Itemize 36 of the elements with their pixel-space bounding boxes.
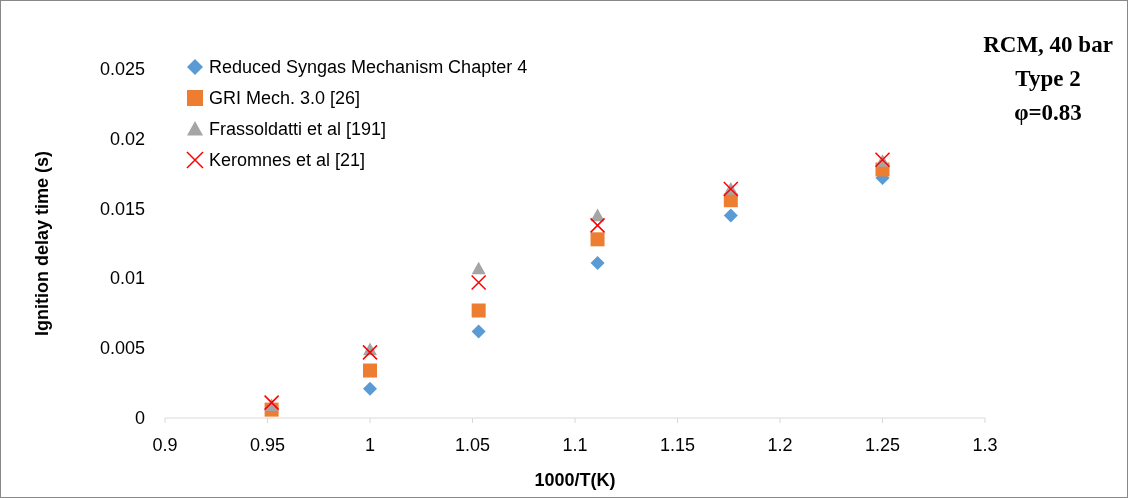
x-tick-label: 1.05 [454, 435, 491, 455]
point [590, 232, 605, 247]
point [363, 363, 377, 378]
x-tick-label: 1.2 [767, 435, 793, 455]
y-tick-label: 0 [134, 408, 145, 428]
text: RCM, 40 bar [983, 32, 1113, 57]
point [589, 217, 606, 234]
x-tick-label: 1.3 [972, 435, 998, 455]
x-tick-label: 0.95 [249, 435, 286, 455]
point [723, 208, 738, 223]
point [471, 324, 486, 339]
y-tick-label: 0.015 [99, 198, 145, 219]
point [590, 256, 605, 271]
point [471, 303, 486, 318]
x-tick-label: 1.1 [562, 435, 588, 455]
point [363, 381, 377, 396]
x-axis-title: 1000/T(K) [534, 470, 616, 490]
legend-label: Frassoldatti et al [191] [209, 119, 387, 139]
y-tick-label: 0.01 [109, 268, 145, 289]
point [470, 274, 487, 291]
x-tick-label: 0.9 [152, 435, 178, 455]
y-tick-label: 0.02 [109, 128, 145, 149]
point [263, 394, 280, 411]
x-tick-label: 1 [364, 435, 376, 455]
x-tick-label: 1.15 [659, 435, 696, 455]
legend-label: Reduced Syngas Mechanism Chapter 4 [209, 57, 528, 77]
text: φ=0.83 [1014, 100, 1082, 125]
x-tick-label: 1.25 [864, 435, 901, 455]
point [362, 344, 378, 361]
point [471, 261, 486, 275]
y-tick-label: 0.005 [99, 338, 145, 359]
legend-label: GRI Mech. 3.0 [26] [209, 88, 361, 108]
y-tick-label: 0.025 [99, 59, 145, 79]
text: Type 2 [1015, 66, 1081, 91]
legend-label: Keromnes et al [21] [209, 150, 366, 170]
y-axis-title: Ignition delay time (s) [32, 150, 52, 337]
